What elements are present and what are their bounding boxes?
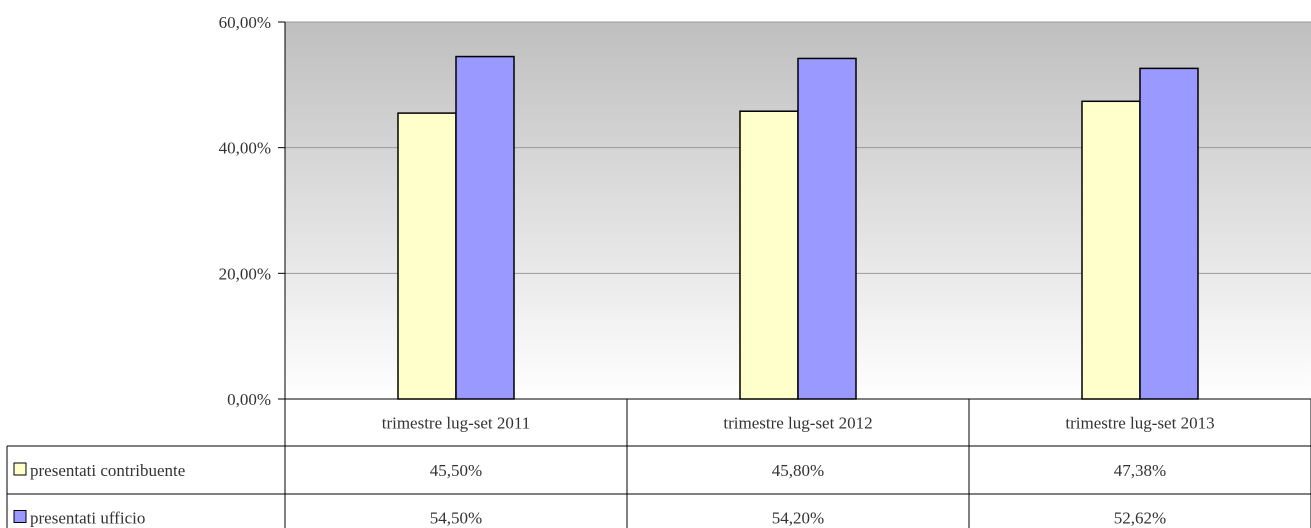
bar-contribuente-3 <box>1081 100 1141 400</box>
legend-label: presentati ufficio <box>30 509 145 528</box>
x-tick-label: trimestre lug-set 2012 <box>723 414 872 433</box>
legend-label: presentati contribuente <box>30 461 185 480</box>
x-tick-label: trimestre lug-set 2011 <box>382 414 531 433</box>
y-tick-label: 60,00% <box>219 13 271 32</box>
bar-ufficio-1 <box>455 55 515 400</box>
bar-ufficio-3 <box>1139 67 1199 400</box>
data-label: 54,50% <box>430 509 482 528</box>
bar-contribuente-1 <box>397 112 457 400</box>
legend-swatch <box>13 462 27 476</box>
data-label: 52,62% <box>1114 509 1166 528</box>
y-tick-label: 40,00% <box>219 139 271 158</box>
data-label: 54,20% <box>772 509 824 528</box>
y-tick-label: 20,00% <box>219 264 271 283</box>
y-tick-label: 0,00% <box>227 390 271 409</box>
legend-swatch <box>13 510 27 523</box>
data-label: 45,80% <box>772 461 824 480</box>
bar-contribuente-2 <box>739 110 799 400</box>
bar-ufficio-2 <box>797 57 857 400</box>
data-label: 45,50% <box>430 461 482 480</box>
data-label: 47,38% <box>1114 461 1166 480</box>
x-tick-label: trimestre lug-set 2013 <box>1065 414 1214 433</box>
